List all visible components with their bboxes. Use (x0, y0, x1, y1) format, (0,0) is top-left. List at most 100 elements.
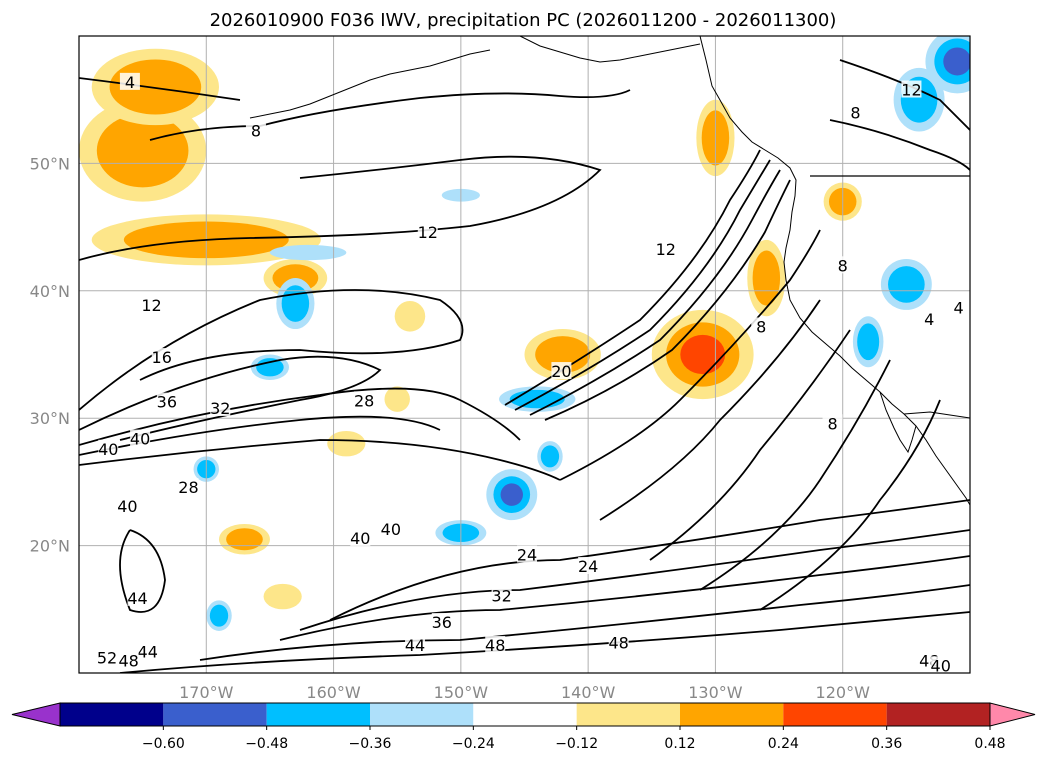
x-tick-label-1: 160°W (306, 683, 361, 702)
iwv-contour-20-east (599, 299, 821, 521)
contour-label-7: 36 (157, 393, 177, 412)
contour-label-bg-15 (380, 520, 401, 538)
contour-label-32: 4 (924, 310, 934, 329)
contour-label-bg-35 (930, 656, 951, 673)
contour-label-18: 32 (491, 586, 511, 605)
contour-label-9: 28 (354, 391, 374, 410)
coastline-alaska-south (519, 36, 701, 63)
contour-label-bg-4 (655, 239, 676, 257)
precip-region-0-level-1 (96, 113, 189, 188)
contour-label-bg-19 (431, 613, 452, 631)
contour-label-12: 28 (178, 478, 198, 497)
colorbar-tick-label-3: −0.24 (452, 736, 495, 752)
iwv-contour-16-east (649, 329, 851, 561)
iwv-contour-12 (79, 155, 602, 261)
precip-region-24-level-0 (269, 244, 347, 261)
precip-region-18-level-1 (540, 445, 560, 468)
contour-label-24: 44 (138, 642, 158, 661)
precip-region-6-level-1 (752, 250, 781, 306)
colorbar-frame (59, 702, 991, 727)
iwv-contour-8-north (829, 119, 970, 171)
contour-label-bg-9 (354, 391, 375, 409)
contour-label-14: 40 (350, 529, 370, 548)
precip-region-23-level-1 (857, 323, 880, 361)
contour-label-26: 48 (118, 651, 138, 670)
iwv-contour-12-east (699, 359, 891, 591)
iwv-contour-32 (79, 387, 521, 446)
iwv-contour-ar-axis-c (529, 169, 781, 416)
colorbar-tick-label-2: −0.36 (349, 736, 392, 752)
contour-label-bg-12 (178, 477, 199, 495)
precip-region-14-level-2 (500, 483, 523, 506)
iwv-contour-12-north (839, 59, 970, 131)
iwv-contour-24-east (559, 229, 821, 481)
coastline-baja (879, 391, 917, 454)
colorbar-tick-label-6: 0.24 (768, 736, 799, 752)
precip-region-27-level-1 (209, 604, 229, 627)
map-background (79, 36, 970, 673)
contour-label-5: 12 (901, 81, 921, 100)
precip-region-12-level-1 (226, 528, 263, 551)
precip-region-22-level-2 (943, 47, 970, 76)
x-axis-ticks: 170°W 160°W 150°W 140°W 130°W 120°W (179, 683, 870, 702)
contour-label-33: 4 (953, 298, 963, 317)
colorbar: −0.60 −0.48 −0.36 −0.24 −0.12 0.12 0.24 0.36 0.4… (11, 702, 1036, 752)
contour-label-bg-23 (608, 633, 629, 651)
y-tick-label-0: 20°N (30, 537, 70, 556)
precip-region-5-level-2 (680, 334, 726, 375)
iwv-contour-44-south (199, 584, 970, 661)
colorbar-tick-label-5: 0.12 (664, 736, 695, 752)
precip-region-4-level-1 (535, 336, 591, 373)
iwv-contour-48-south (119, 611, 970, 673)
contour-label-21: 44 (405, 636, 425, 655)
contour-label-bg-27 (551, 362, 572, 380)
contour-label-bg-32 (919, 309, 940, 327)
colorbar-box-1 (163, 703, 267, 726)
iwv-contour-32-south (299, 529, 970, 631)
contour-label-bg-11 (130, 429, 151, 447)
contour-label-bg-6 (151, 348, 172, 366)
coastline-north-america (699, 36, 970, 506)
contour-label-15: 40 (381, 520, 401, 539)
contour-label-17: 24 (578, 557, 598, 576)
border-us-mexico (903, 411, 970, 419)
contour-label-4: 12 (656, 240, 676, 259)
contour-label-25: 52 (97, 649, 117, 668)
iwv-contour-8-east (759, 399, 941, 611)
contour-label-bg-17 (578, 556, 599, 574)
contour-label-6: 16 (152, 348, 172, 367)
contour-label-bg-24 (137, 642, 158, 660)
colorbar-tick-label-8: 0.48 (974, 736, 1005, 752)
contour-label-bg-31 (822, 414, 843, 432)
iwv-contours (79, 59, 970, 673)
x-tick-label-4: 130°W (688, 683, 743, 702)
contour-label-13: 40 (117, 497, 137, 516)
contour-label-35: 40 (931, 656, 951, 675)
contour-label-29: 8 (850, 103, 860, 122)
contour-label-bg-29 (845, 103, 866, 121)
colorbar-box-6 (680, 703, 784, 726)
iwv-contour-44-west (119, 529, 166, 613)
iwv-contour-40 (79, 439, 561, 481)
contour-label-bg-25 (97, 648, 118, 666)
chart-title: 2026010900 F036 IWV, precipitation PC (2… (210, 10, 837, 31)
contour-label-27: 20 (551, 362, 571, 381)
contour-label-bg-13 (117, 497, 138, 515)
iwv-contour-4 (79, 77, 241, 101)
contour-label-23: 48 (609, 633, 629, 652)
precip-region-20-level-1 (888, 266, 925, 303)
x-tick-label-3: 140°W (561, 683, 616, 702)
y-tick-label-1: 30°N (30, 409, 70, 428)
contour-label-bg-16 (517, 545, 538, 563)
contour-label-1: 8 (251, 121, 261, 140)
contour-label-bg-7 (156, 392, 177, 410)
contour-label-30: 8 (838, 256, 848, 275)
precip-region-15-level-1 (509, 389, 565, 409)
contour-label-19: 36 (432, 613, 452, 632)
coastlines (249, 36, 970, 506)
contour-label-bg-10 (98, 439, 119, 457)
contour-label-bg-1 (245, 121, 266, 139)
x-tick-label-0: 170°W (179, 683, 234, 702)
colorbar-extend-low (11, 702, 61, 727)
